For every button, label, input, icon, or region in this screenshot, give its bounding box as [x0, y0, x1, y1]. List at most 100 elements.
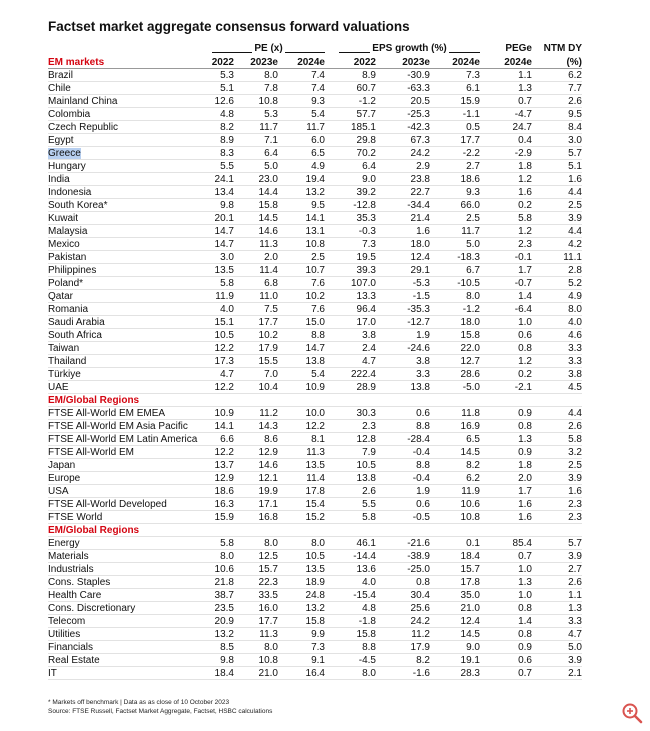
section-title: EM/Global Regions	[48, 525, 140, 536]
cell: 6.0	[311, 135, 325, 146]
cell: 18.0	[460, 317, 480, 328]
cell: 19.4	[305, 174, 325, 185]
cell: 5.7	[568, 148, 582, 159]
row-label: Malaysia	[48, 226, 88, 237]
cell: 11.7	[306, 122, 325, 133]
cell: 0.9	[518, 642, 532, 653]
cell: 15.7	[258, 564, 278, 575]
cell: 15.8	[305, 616, 325, 627]
cell: 2.8	[568, 265, 582, 276]
cell: 2.0	[518, 473, 532, 484]
cell: 17.8	[460, 577, 480, 588]
cell: 5.5	[220, 161, 234, 172]
cell: 6.2	[466, 473, 480, 484]
cell: 13.5	[214, 265, 234, 276]
cell: 7.0	[264, 369, 278, 380]
cell: 20.9	[214, 616, 234, 627]
cell: 12.7	[460, 356, 480, 367]
cell: 8.4	[568, 122, 582, 133]
cell: 67.3	[410, 135, 430, 146]
cell: 1.0	[518, 564, 532, 575]
row-label: Qatar	[48, 291, 74, 302]
cell: 14.7	[214, 226, 234, 237]
cell: 11.4	[259, 265, 278, 276]
cell: 3.9	[568, 551, 582, 562]
column-subheader: (%)	[566, 57, 582, 68]
cell: 4.4	[568, 408, 582, 419]
cell: 2.6	[568, 96, 582, 107]
cell: 8.0	[311, 538, 325, 549]
row-label-cell: Real Estate	[48, 654, 198, 667]
cell: 14.1	[214, 421, 234, 432]
cell: -12.7	[407, 317, 430, 328]
table-row: Poland* 5.8 6.8 7.6 107.0 -5.3 -10.5 -0.7 5.2	[48, 277, 582, 290]
row-label-cell: Mainland China	[48, 95, 198, 108]
row-label: Utilities	[48, 629, 81, 640]
cell: 38.7	[214, 590, 234, 601]
table: PE (x) EPS growth (%) PEGe NTM DY EM mar…	[48, 41, 582, 680]
row-label-cell: Europe	[48, 472, 198, 485]
zoom-icon[interactable]	[620, 701, 644, 725]
row-label: Saudi Arabia	[48, 317, 105, 328]
cell: 5.0	[568, 642, 582, 653]
cell: 1.6	[568, 174, 582, 185]
cell: 5.4	[311, 109, 325, 120]
cell: 1.2	[518, 174, 532, 185]
cell: 8.6	[264, 434, 278, 445]
table-row: Romania 4.0 7.5 7.6 96.4 -35.3 -1.2 -6.4 8.0	[48, 303, 582, 316]
cell: -0.7	[514, 278, 532, 289]
cell: 18.0	[410, 239, 430, 250]
cell: 15.5	[258, 356, 278, 367]
row-label-cell: Brazil	[48, 69, 198, 82]
table-row: FTSE All-World EM Latin America 6.6 8.6 8.1…	[48, 433, 582, 446]
cell: 12.1	[258, 473, 278, 484]
cell: 7.6	[311, 304, 325, 315]
cell: 28.6	[460, 369, 480, 380]
cell: 1.4	[518, 291, 532, 302]
column-subheader: 2024e	[504, 57, 532, 68]
row-label: Cons. Staples	[48, 577, 111, 588]
cell: 12.9	[214, 473, 234, 484]
cell: 57.7	[356, 109, 376, 120]
cell: 10.9	[305, 382, 325, 393]
cell: 18.4	[460, 551, 480, 562]
row-label: Kuwait	[48, 213, 79, 224]
cell: 11.4	[306, 473, 325, 484]
section-header: EM/Global Regions	[48, 394, 582, 407]
cell: 14.6	[258, 460, 278, 471]
cell: -5.3	[412, 278, 430, 289]
cell: 9.9	[311, 629, 325, 640]
cell: 14.7	[214, 239, 234, 250]
cell: 7.1	[264, 135, 278, 146]
row-label: Materials	[48, 551, 89, 562]
cell: 7.3	[311, 642, 325, 653]
cell: 2.6	[568, 421, 582, 432]
cell: 2.6	[362, 486, 376, 497]
cell: 16.4	[305, 668, 325, 679]
cell: 7.8	[264, 83, 278, 94]
cell: -42.3	[407, 122, 430, 133]
cell: 15.0	[305, 317, 325, 328]
cell: 13.6	[356, 564, 376, 575]
cell: -34.4	[407, 200, 430, 211]
header-groups: PE (x) EPS growth (%) PEGe NTM DY	[48, 41, 582, 56]
section-title: EM markets	[48, 57, 105, 68]
cell: -0.5	[412, 512, 430, 523]
cell: 14.5	[258, 213, 278, 224]
row-label-cell: Energy	[48, 537, 198, 550]
row-label-cell: Romania	[48, 303, 198, 316]
cell: 14.3	[258, 421, 278, 432]
cell: -0.4	[412, 473, 430, 484]
cell: 1.3	[518, 577, 532, 588]
cell: 2.3	[518, 239, 532, 250]
cell: 6.4	[362, 161, 376, 172]
row-label: Egypt	[48, 135, 74, 146]
cell: 12.6	[214, 96, 234, 107]
row-label: South Africa	[48, 330, 102, 341]
column-header: NTM DY	[543, 43, 582, 54]
cell: 5.1	[568, 161, 582, 172]
cell: 25.6	[410, 603, 430, 614]
row-label: Mainland China	[48, 96, 118, 107]
cell: -18.3	[457, 252, 480, 263]
cell: 5.8	[518, 213, 532, 224]
